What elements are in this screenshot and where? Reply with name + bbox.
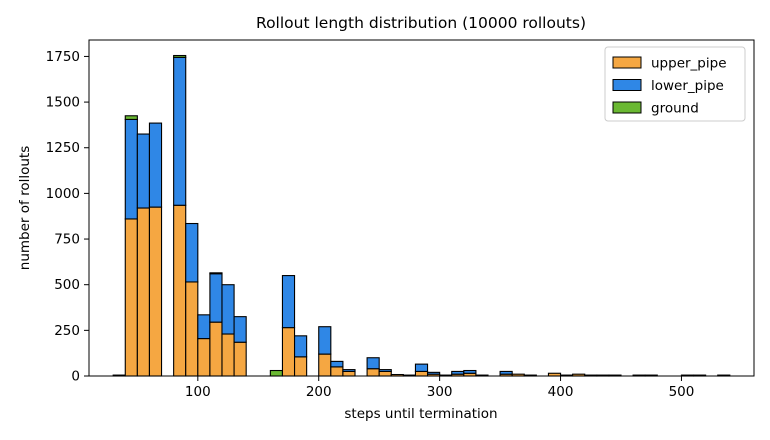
bar-lower_pipe-320 — [463, 369, 477, 374]
bar-upper_pipe-80 — [173, 204, 187, 377]
plot-frame — [88, 39, 755, 377]
bar-ground-160 — [269, 369, 283, 377]
y-tick-label-0: 0 — [71, 369, 80, 385]
bar-lower_pipe-80 — [173, 56, 187, 206]
x-tick-label-200: 200 — [306, 384, 332, 400]
chart-title: Rollout length distribution (10000 rollo… — [256, 14, 586, 32]
bar-ground-80 — [173, 54, 187, 58]
x-tick-label-100: 100 — [185, 384, 211, 400]
x-tick-label-500: 500 — [669, 384, 695, 400]
bar-upper_pipe-250 — [378, 370, 392, 377]
bar-lower_pipe-60 — [148, 122, 163, 208]
bar-lower_pipe-110 — [209, 273, 223, 323]
bar-upper_pipe-110 — [209, 321, 223, 377]
bar-upper_pipe-60 — [148, 206, 163, 377]
bar-lower_pipe-100 — [197, 314, 211, 340]
y-tick-label-1250: 1250 — [46, 140, 80, 156]
bar-upper_pipe-90 — [185, 281, 199, 377]
bar-lower_pipe-180 — [293, 335, 308, 358]
bar-upper_pipe-130 — [233, 341, 247, 377]
bar-lower_pipe-250 — [378, 369, 392, 372]
bar-lower_pipe-240 — [366, 357, 380, 370]
bar-ground-110 — [209, 272, 223, 275]
bar-lower_pipe-130 — [233, 316, 247, 343]
y-tick-label-500: 500 — [54, 277, 80, 293]
x-tick-label-400: 400 — [548, 384, 574, 400]
y-tick-label-750: 750 — [54, 232, 80, 248]
legend-label-ground: ground — [651, 101, 699, 117]
bar-upper_pipe-50 — [136, 207, 151, 377]
bar-upper_pipe-170 — [281, 327, 296, 377]
x-axis-ticks: 100 200 300 400 500 — [185, 376, 694, 400]
bar-upper_pipe-180 — [293, 356, 308, 377]
bar-lower_pipe-350 — [499, 370, 513, 375]
x-axis-label: steps until termination — [344, 406, 497, 422]
legend-swatch-lower_pipe — [612, 79, 642, 91]
bar-upper_pipe-40 — [124, 218, 138, 377]
bar-lower_pipe-40 — [124, 118, 138, 220]
bar-upper_pipe-200 — [318, 353, 332, 377]
legend-swatch-ground — [612, 101, 642, 114]
bar-upper_pipe-220 — [342, 370, 356, 377]
bar-lower_pipe-280 — [414, 363, 429, 372]
bar-lower_pipe-310 — [451, 370, 465, 375]
bar-ground-40 — [124, 115, 138, 120]
bar-lower_pipe-120 — [221, 284, 235, 335]
y-tick-label-1750: 1750 — [46, 49, 80, 65]
legend-label-lower_pipe: lower_pipe — [651, 78, 724, 94]
y-axis-ticks: 0 250 500 750 1000 1250 1500 1750 — [46, 49, 89, 385]
y-axis-label: number of rollouts — [17, 146, 33, 270]
bar-upper_pipe-280 — [414, 370, 429, 377]
x-tick-label-300: 300 — [427, 384, 453, 400]
bar-upper_pipe-240 — [366, 368, 380, 377]
bar-lower_pipe-290 — [426, 371, 441, 375]
y-tick-label-250: 250 — [54, 323, 80, 339]
bar-lower_pipe-170 — [281, 275, 296, 329]
bar-lower_pipe-210 — [330, 360, 344, 368]
bar-lower_pipe-220 — [342, 369, 356, 372]
bar-lower_pipe-50 — [136, 133, 151, 209]
legend-swatch-upper_pipe — [612, 56, 642, 69]
y-tick-label-1000: 1000 — [46, 186, 80, 202]
bar-lower_pipe-90 — [185, 222, 199, 283]
bar-upper_pipe-210 — [330, 366, 344, 377]
bar-lower_pipe-200 — [318, 326, 332, 355]
y-tick-label-1500: 1500 — [46, 95, 80, 111]
bar-upper_pipe-120 — [221, 333, 235, 377]
bar-upper_pipe-100 — [197, 338, 211, 377]
legend-label-upper_pipe: upper_pipe — [651, 56, 727, 72]
